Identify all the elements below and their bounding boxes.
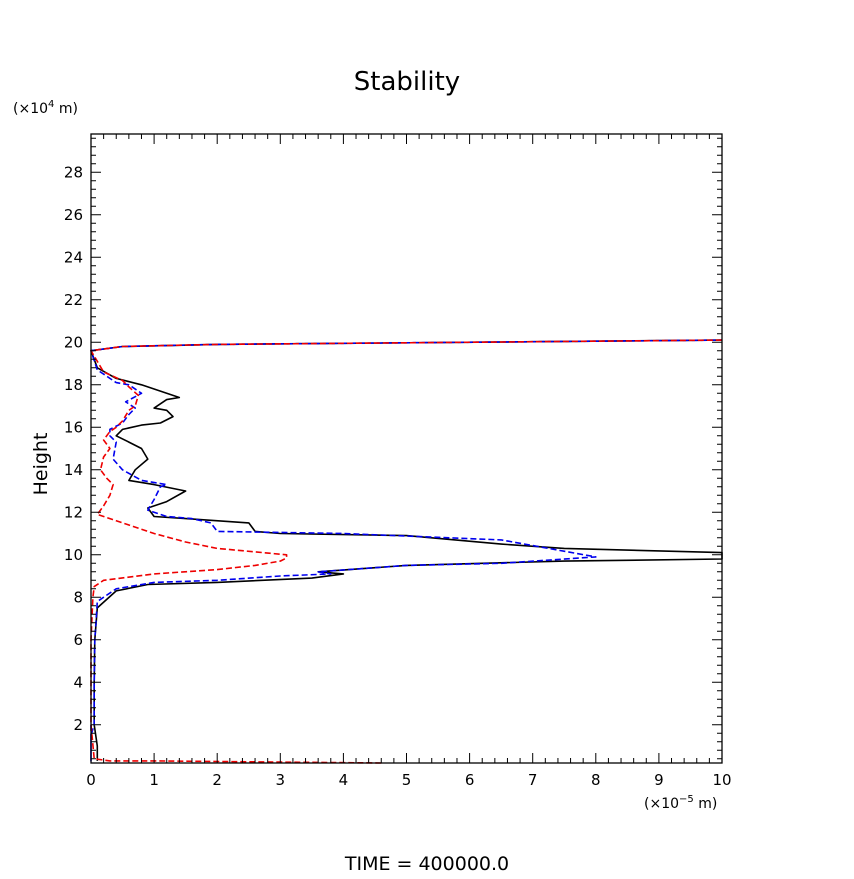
x-tick-label: 1	[149, 771, 159, 789]
x-tick-label: 5	[402, 771, 412, 789]
x-tick-label: 4	[339, 771, 349, 789]
time-footer: TIME = 400000.0	[344, 853, 509, 875]
series-line-3	[90, 339, 723, 764]
x-tick-label: 8	[591, 771, 601, 789]
x-unit-prefix: (×10	[644, 796, 679, 812]
y-tick-label: 16	[64, 418, 83, 436]
y-tick-label: 8	[73, 588, 83, 606]
x-unit-exponent: −5	[679, 794, 694, 805]
series-line-2	[90, 339, 723, 762]
y-unit-prefix: (×10	[13, 101, 48, 117]
series-line-1	[90, 339, 723, 761]
y-tick-label: 26	[64, 206, 83, 224]
x-tick-label: 10	[712, 771, 731, 789]
x-tick-label: 2	[212, 771, 222, 789]
y-tick-label: 2	[73, 716, 83, 734]
y-tick-label: 28	[64, 163, 83, 181]
series-layer	[90, 339, 723, 764]
x-unit-label: (×10−5 m)	[644, 794, 717, 812]
x-tick-label: 9	[654, 771, 664, 789]
y-tick-label: 4	[73, 673, 83, 691]
y-unit-label: (×104 m)	[13, 99, 78, 117]
x-tick-label: 3	[276, 771, 286, 789]
y-tick-label: 6	[73, 631, 83, 649]
y-tick-label: 18	[64, 376, 83, 394]
y-tick-label: 12	[64, 503, 83, 521]
y-tick-label: 24	[64, 248, 83, 266]
y-tick-label: 14	[64, 461, 83, 479]
x-tick-label: 7	[528, 771, 538, 789]
y-axis-label: Height	[30, 433, 52, 496]
plot-frame	[90, 133, 723, 764]
x-tick-label: 6	[465, 771, 475, 789]
y-tick-label: 20	[64, 333, 83, 351]
x-unit-suffix: m)	[694, 796, 718, 812]
y-tick-label: 22	[64, 291, 83, 309]
x-tick-label: 0	[86, 771, 96, 789]
y-tick-label: 10	[64, 546, 83, 564]
chart-title: Stability	[354, 67, 460, 97]
y-unit-suffix: m)	[54, 101, 78, 117]
y-unit-exponent: 4	[48, 99, 54, 110]
